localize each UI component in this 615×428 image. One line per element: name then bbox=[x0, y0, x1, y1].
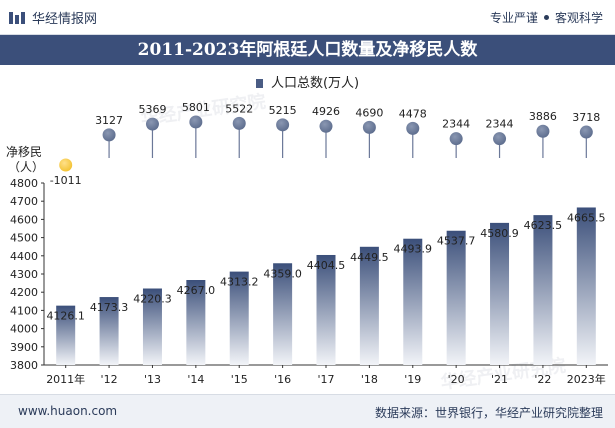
y-tick-label: 4800 bbox=[10, 177, 38, 190]
x-tick-label: '12 bbox=[101, 373, 118, 386]
x-tick-label: '16 bbox=[274, 373, 291, 386]
x-tick-label: '13 bbox=[144, 373, 161, 386]
migration-point bbox=[449, 132, 463, 146]
migration-point bbox=[189, 115, 203, 129]
bar-value-label: 4404.5 bbox=[307, 259, 346, 272]
bar-value-label: 4267.0 bbox=[177, 284, 216, 297]
migration-axis-label: 净移民 bbox=[6, 145, 42, 159]
bar bbox=[576, 207, 596, 365]
x-tick-label: '19 bbox=[404, 373, 421, 386]
migration-value-label: 4478 bbox=[399, 107, 427, 120]
migration-value-label: 5215 bbox=[269, 104, 297, 117]
legend-swatch-icon bbox=[255, 79, 263, 88]
bar bbox=[359, 246, 379, 365]
header-tags: 专业严谨 客观科学 bbox=[490, 9, 603, 26]
bar-value-label: 4580.9 bbox=[480, 227, 519, 240]
header-tag: 客观科学 bbox=[554, 11, 603, 25]
migration-point bbox=[319, 119, 333, 133]
migration-point bbox=[276, 118, 290, 132]
brand-name: 华经情报网 bbox=[32, 12, 98, 27]
x-tick-label: '17 bbox=[317, 373, 334, 386]
header-tag: 专业严谨 bbox=[489, 11, 538, 25]
x-tick-label: '18 bbox=[361, 373, 378, 386]
y-tick-label: 4000 bbox=[10, 323, 38, 336]
bar bbox=[533, 215, 553, 365]
bar bbox=[403, 238, 423, 365]
migration-point bbox=[145, 117, 159, 131]
x-tick-label: 2023年 bbox=[567, 372, 606, 386]
bar bbox=[316, 254, 336, 365]
x-tick-label: 2011年 bbox=[46, 372, 85, 386]
x-tick-label: '14 bbox=[187, 373, 204, 386]
migration-point bbox=[362, 120, 376, 134]
separator-dot-icon bbox=[543, 15, 549, 20]
top-bar: 华经情报网 专业严谨 客观科学 bbox=[0, 0, 615, 35]
x-tick-label: '15 bbox=[231, 373, 248, 386]
migration-value-label: 3718 bbox=[572, 111, 600, 124]
footer: www.huaon.com 数据来源：世界银行，华经产业研究院整理 bbox=[0, 394, 615, 428]
bar bbox=[273, 263, 293, 365]
bar-value-label: 4449.5 bbox=[350, 251, 389, 264]
y-tick-label: 4500 bbox=[10, 232, 38, 245]
migration-point bbox=[59, 158, 73, 172]
bar bbox=[99, 297, 119, 365]
migration-value-label: 4690 bbox=[355, 106, 383, 119]
bar-value-label: 4493.9 bbox=[394, 243, 433, 256]
brand: 华经情报网 bbox=[8, 8, 97, 27]
bar-value-label: 4359.0 bbox=[263, 267, 302, 280]
bar bbox=[186, 280, 206, 365]
y-tick-label: 3800 bbox=[10, 359, 38, 372]
migration-value-label: 4926 bbox=[312, 105, 340, 118]
bar-value-label: 4313.2 bbox=[220, 276, 259, 289]
x-tick-label: '20 bbox=[448, 373, 465, 386]
bar-value-label: 4665.5 bbox=[567, 211, 606, 224]
x-tick-label: '21 bbox=[491, 373, 508, 386]
migration-axis-label: （人） bbox=[8, 160, 44, 174]
migration-value-label: 5369 bbox=[138, 103, 166, 116]
legend-label: 人口总数(万人) bbox=[270, 76, 360, 91]
migration-value-label: -1011 bbox=[50, 174, 82, 187]
bar bbox=[490, 222, 510, 365]
migration-value-label: 2344 bbox=[442, 118, 470, 131]
y-tick-label: 3900 bbox=[10, 341, 38, 354]
bar-value-label: 4173.3 bbox=[90, 301, 129, 314]
bar-value-label: 4623.5 bbox=[524, 219, 563, 232]
chart-title: 2011-2023年阿根廷人口数量及净移民人数 bbox=[0, 35, 615, 65]
footer-url: www.huaon.com bbox=[18, 404, 118, 418]
migration-value-label: 3127 bbox=[95, 114, 123, 127]
y-tick-label: 4700 bbox=[10, 195, 38, 208]
migration-value-label: 5801 bbox=[182, 101, 210, 114]
migration-point bbox=[493, 132, 507, 146]
migration-point bbox=[232, 116, 246, 130]
brand-logo-icon bbox=[9, 11, 25, 24]
y-tick-label: 4300 bbox=[10, 268, 38, 281]
y-tick-label: 4200 bbox=[10, 286, 38, 299]
y-tick-label: 4100 bbox=[10, 304, 38, 317]
footer-source: 数据来源：世界银行，华经产业研究院整理 bbox=[374, 406, 603, 420]
chart-legend: 人口总数(万人) bbox=[0, 72, 615, 91]
bar-value-label: 4537.7 bbox=[437, 235, 476, 248]
y-tick-label: 4600 bbox=[10, 213, 38, 226]
y-tick-label: 4400 bbox=[10, 250, 38, 263]
migration-value-label: 2344 bbox=[486, 118, 514, 131]
migration-point bbox=[102, 128, 116, 142]
x-tick-label: '22 bbox=[534, 373, 551, 386]
bar-value-label: 4220.3 bbox=[133, 293, 172, 306]
migration-point bbox=[579, 125, 593, 139]
bar bbox=[446, 230, 466, 365]
migration-value-label: 3886 bbox=[529, 110, 557, 123]
bar-value-label: 4126.1 bbox=[46, 310, 85, 323]
bar bbox=[229, 271, 249, 365]
bar bbox=[56, 305, 76, 365]
migration-point bbox=[536, 124, 550, 138]
migration-value-label: 5522 bbox=[225, 102, 253, 115]
migration-point bbox=[406, 121, 420, 135]
bar bbox=[142, 288, 162, 365]
